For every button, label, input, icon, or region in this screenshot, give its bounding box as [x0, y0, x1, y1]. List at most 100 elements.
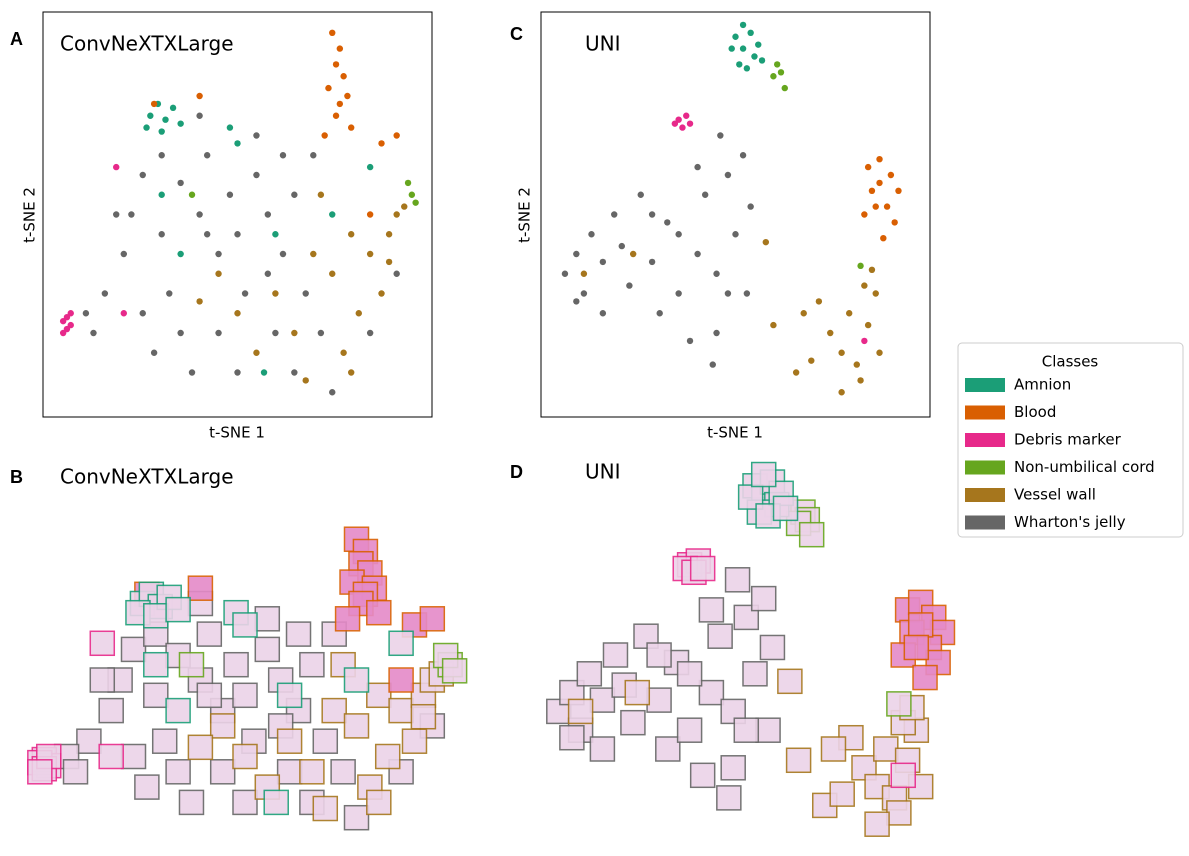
thumbnail [166, 699, 190, 723]
thumbnail [179, 790, 203, 814]
thumbnail [699, 681, 723, 705]
thumbnail [402, 729, 426, 753]
point [713, 330, 719, 336]
point [102, 290, 108, 296]
point [846, 310, 852, 316]
point [215, 330, 221, 336]
point [865, 322, 871, 328]
thumbnail [590, 737, 614, 761]
legend-swatch [965, 433, 1005, 447]
point [177, 120, 183, 126]
point [895, 188, 901, 194]
thumbnail [389, 699, 413, 723]
point [234, 231, 240, 237]
thumbnail [621, 711, 645, 735]
thumbnail [760, 635, 784, 659]
thumbnail [865, 812, 889, 836]
point [740, 22, 746, 28]
legend-label: Amnion [1014, 376, 1071, 394]
thumbnail [99, 745, 123, 769]
point [166, 290, 172, 296]
thumbnail [569, 699, 593, 723]
point [736, 61, 742, 67]
point [242, 290, 248, 296]
point [253, 132, 259, 138]
thumbnail [691, 763, 715, 787]
point [253, 350, 259, 356]
plot-frame [541, 12, 930, 417]
thumbnail [874, 737, 898, 761]
point [816, 298, 822, 304]
point [113, 211, 119, 217]
panel-letter: A [10, 29, 23, 49]
point [386, 259, 392, 265]
point [876, 180, 882, 186]
point [774, 61, 780, 67]
thumbnail [300, 760, 324, 784]
point [113, 164, 119, 170]
thumbnail [197, 683, 221, 707]
thumbnail [345, 806, 369, 830]
point [675, 290, 681, 296]
thumbnail [367, 601, 391, 625]
point [367, 330, 373, 336]
point [838, 389, 844, 395]
point [600, 259, 606, 265]
thumbnail [678, 718, 702, 742]
thumbnail [420, 607, 444, 631]
point [857, 263, 863, 269]
point [747, 203, 753, 209]
thumbnail [367, 683, 391, 707]
point [318, 330, 324, 336]
point [170, 105, 176, 111]
point [770, 322, 776, 328]
point [672, 120, 678, 126]
panel-letter: C [510, 24, 523, 44]
legend-swatch [965, 378, 1005, 392]
thumbnail [322, 699, 346, 723]
thumbnail [197, 622, 221, 646]
thumbnail [336, 607, 360, 631]
point [679, 124, 685, 130]
point [143, 124, 149, 130]
thumbnail [255, 607, 279, 631]
point [340, 73, 346, 79]
legend-label: Blood [1014, 403, 1056, 421]
point [619, 243, 625, 249]
point [838, 350, 844, 356]
thumbnail [166, 598, 190, 622]
thumbnail [774, 496, 798, 520]
point [562, 271, 568, 277]
point [409, 192, 415, 198]
point [664, 219, 670, 225]
panel-title: ConvNeXTXLarge [60, 465, 234, 489]
point [801, 310, 807, 316]
thumbnail [345, 668, 369, 692]
point [329, 271, 335, 277]
point [687, 120, 693, 126]
point [412, 199, 418, 205]
point [121, 310, 127, 316]
point [717, 132, 723, 138]
point [367, 164, 373, 170]
point [177, 330, 183, 336]
point [318, 192, 324, 198]
point [573, 251, 579, 257]
legend-label: Wharton's jelly [1014, 513, 1126, 531]
thumbnail [153, 729, 177, 753]
point [151, 350, 157, 356]
point [588, 231, 594, 237]
point [60, 330, 66, 336]
point [740, 152, 746, 158]
point [744, 65, 750, 71]
thumbnail [28, 760, 52, 784]
thumbnail [647, 688, 671, 712]
point [159, 128, 165, 134]
thumbnail [590, 688, 614, 712]
thumbnail [443, 659, 467, 683]
point [196, 211, 202, 217]
thumbnail [708, 624, 732, 648]
legend-swatch [965, 461, 1005, 475]
point [873, 290, 879, 296]
point [573, 298, 579, 304]
